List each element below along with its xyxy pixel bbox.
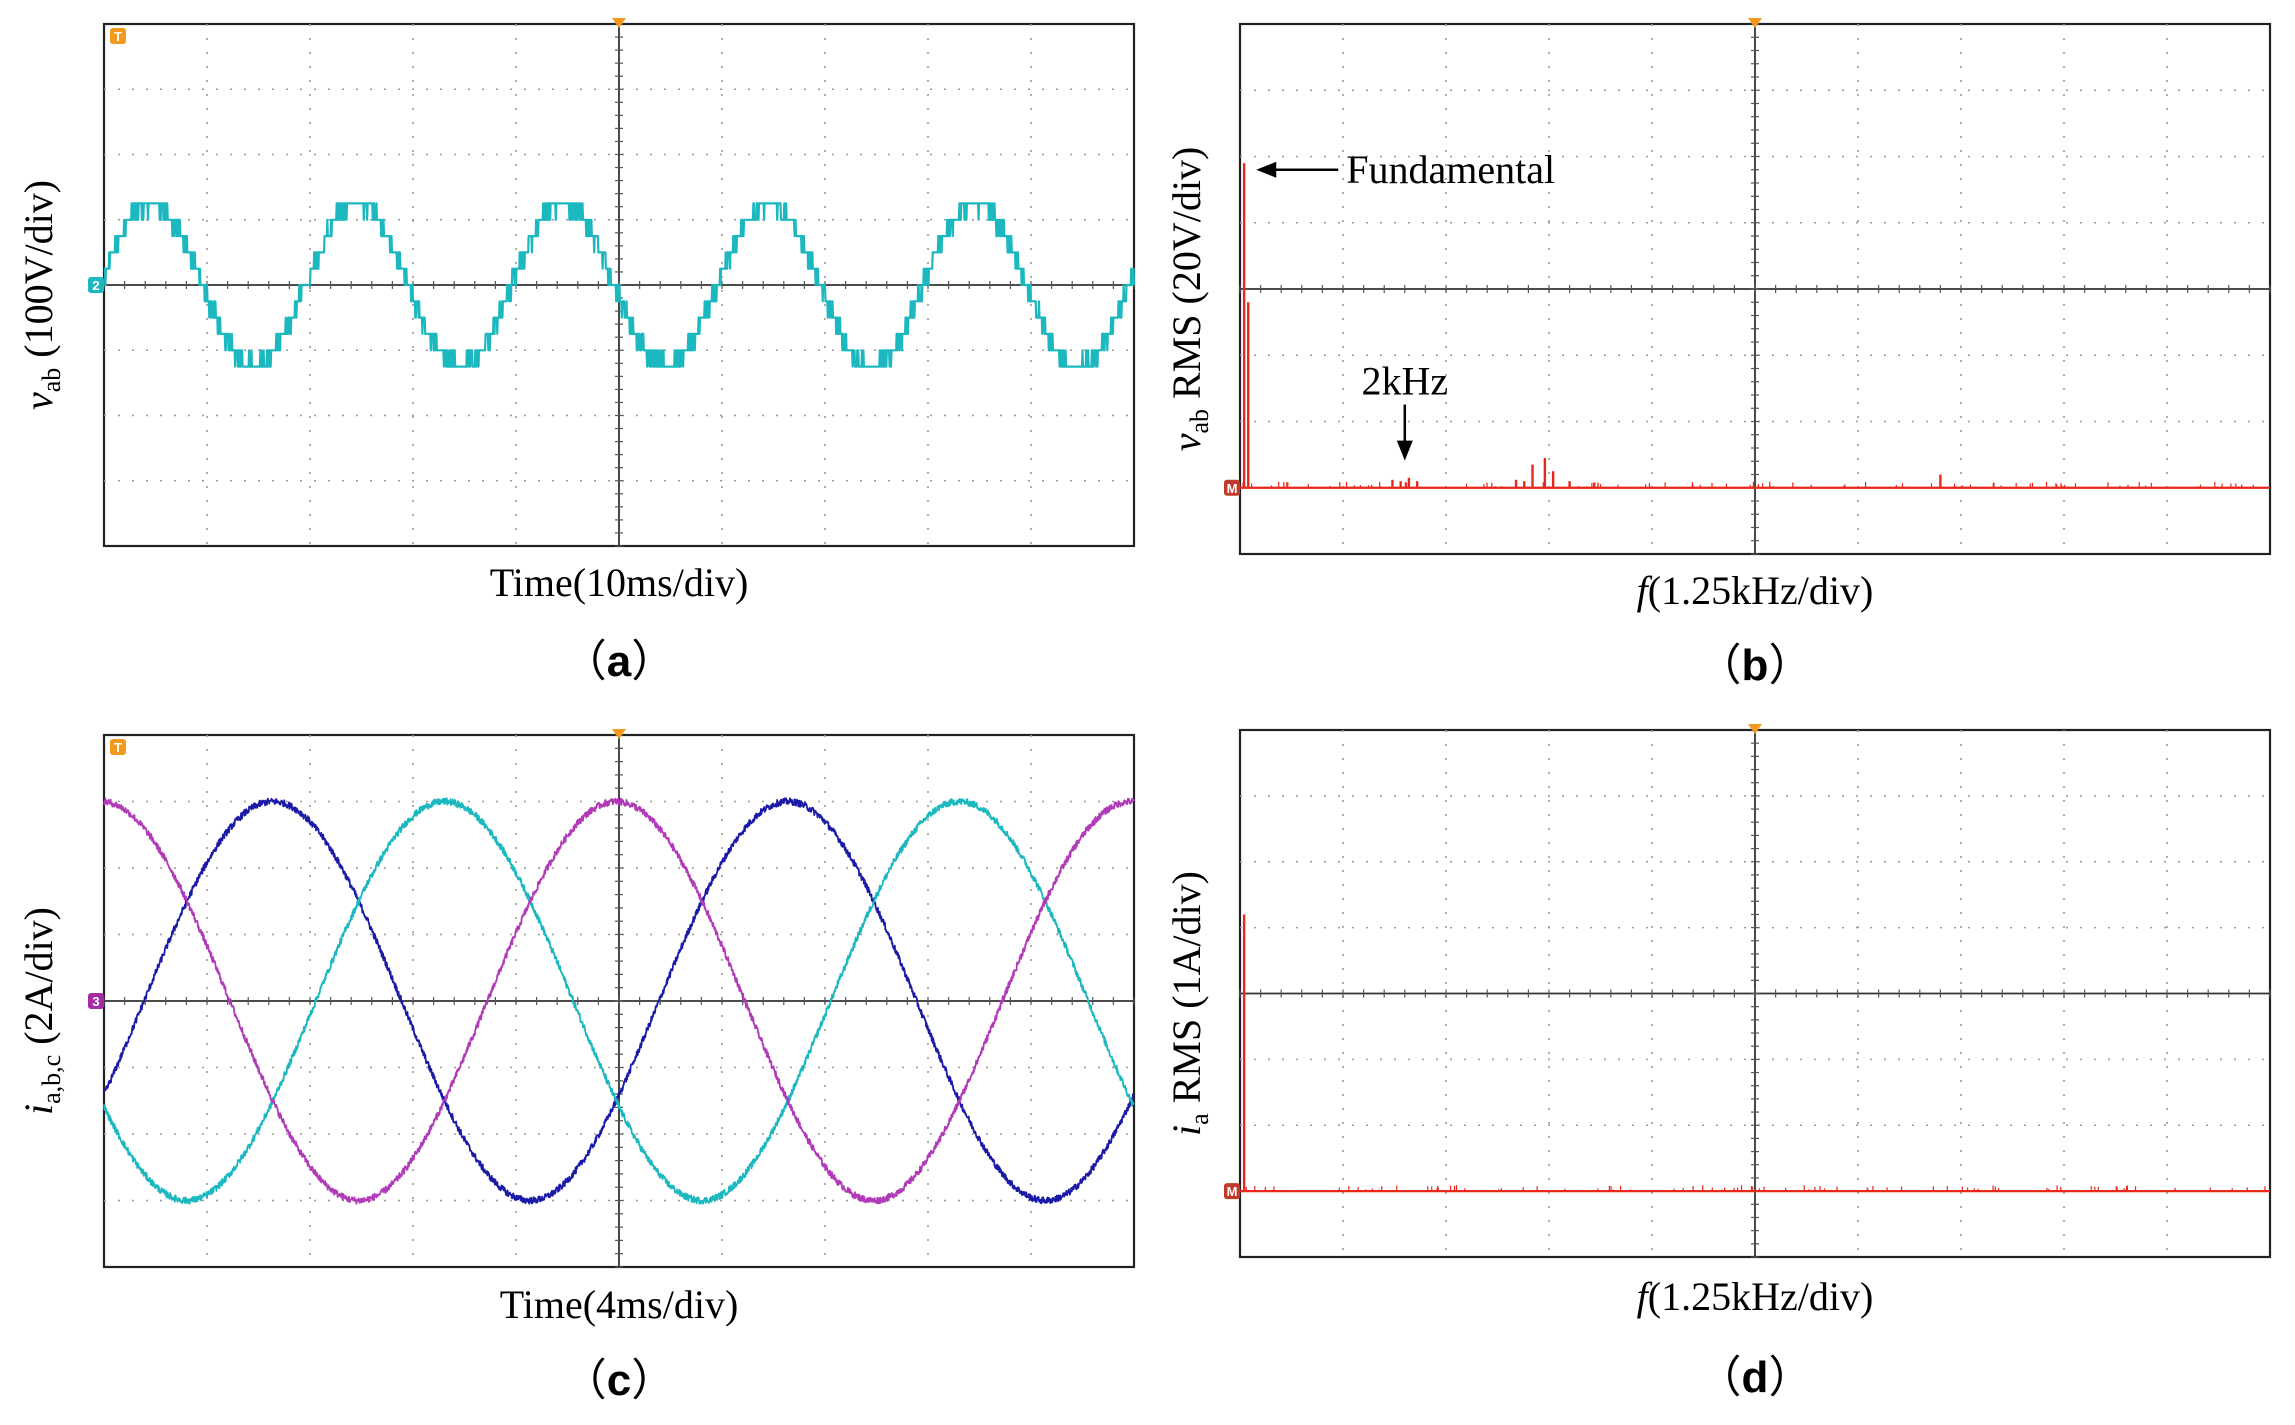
- x-axis-label: f(1.25kHz/div): [1637, 1274, 1874, 1319]
- annotation-label: 2kHz: [1361, 359, 1448, 404]
- series-line-i_a: [103, 797, 1135, 1205]
- y-axis-label: vab RMS (20V/div): [1164, 147, 1214, 452]
- x-axis-label: Time(4ms/div): [500, 1282, 739, 1327]
- panel-caption: （c）: [563, 1356, 675, 1405]
- trigger-marker-icon: [1748, 724, 1762, 734]
- channel-marker-label: M: [1227, 1184, 1238, 1199]
- series-line-i_c: [103, 797, 1135, 1205]
- panel-caption: （b）: [1698, 641, 1813, 690]
- arrow-down-icon: [1396, 440, 1413, 461]
- channel-marker-T: T: [110, 739, 126, 755]
- annotation: Fundamental: [1256, 147, 1555, 192]
- series-line-i_b: [103, 797, 1135, 1205]
- y-axis-label: ia,b,c (2A/div): [16, 907, 66, 1115]
- y-axis-label: ia RMS (1A/div): [1164, 871, 1214, 1136]
- channel-marker-label: T: [114, 740, 122, 755]
- channel-marker-label: M: [1227, 481, 1238, 496]
- channel-marker-label: T: [114, 29, 122, 44]
- annotation: 2kHz: [1361, 359, 1448, 461]
- channel-marker-label: 2: [92, 278, 99, 293]
- channel-marker-T: T: [110, 28, 126, 44]
- panel-a: T 2 vab (100V/div) Time(10ms/div) （a）: [16, 18, 1136, 686]
- x-axis-label: f(1.25kHz/div): [1637, 568, 1874, 613]
- y-axis-label: vab (100V/div): [16, 180, 66, 410]
- panel-d: Mia RMS (1A/div) f(1.25kHz/div) （d）: [1164, 724, 2272, 1402]
- trigger-marker-icon: [612, 729, 626, 739]
- series-line-v_ab: [103, 202, 1136, 368]
- panel-caption: （a）: [563, 637, 675, 686]
- channel-marker-label: 3: [92, 994, 99, 1009]
- trigger-marker-icon: [612, 18, 626, 28]
- trigger-marker-icon: [1748, 18, 1762, 28]
- channel-marker-M: M: [1224, 1183, 1240, 1200]
- annotation-label: Fundamental: [1346, 147, 1555, 192]
- channel-marker-M: M: [1224, 479, 1240, 496]
- panel-c: T 3 ia,b,c (2A/div) Time(4ms/div) （c）: [16, 729, 1136, 1405]
- panel-caption: （d）: [1698, 1353, 1813, 1402]
- x-axis-label: Time(10ms/div): [490, 560, 749, 605]
- channel-marker-3: 3: [88, 993, 104, 1009]
- arrow-left-icon: [1256, 161, 1277, 178]
- channel-marker-2: 2: [88, 277, 104, 293]
